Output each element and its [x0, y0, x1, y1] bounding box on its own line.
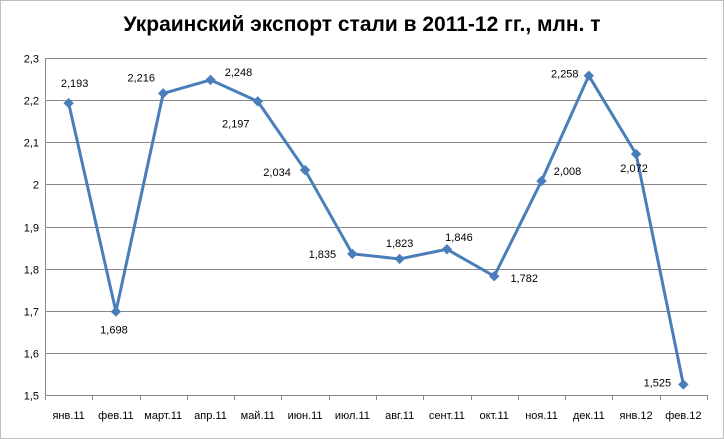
data-label: 1,698 — [100, 325, 128, 337]
data-label: 1,525 — [644, 377, 672, 389]
y-tick-label: 2,3 — [24, 54, 39, 66]
y-tick-label: 2,1 — [24, 138, 39, 150]
y-tick-label: 1,9 — [24, 223, 39, 235]
x-tick-label: дек.11 — [573, 410, 605, 422]
data-point — [394, 253, 405, 265]
data-point — [583, 70, 594, 81]
x-tick-label: янв.12 — [619, 410, 652, 422]
data-point — [630, 148, 642, 160]
x-tick-label: янв.11 — [52, 410, 84, 422]
x-tick-label: июл.11 — [335, 410, 370, 422]
y-tick-label: 1,6 — [24, 349, 39, 361]
data-label: 1,823 — [386, 238, 414, 250]
series-line — [67, 74, 685, 385]
data-label: 1,835 — [309, 249, 337, 261]
data-label: 2,008 — [554, 166, 582, 178]
x-tick-label: фев.11 — [98, 410, 134, 422]
data-label: 2,072 — [620, 163, 648, 175]
y-tick-label: 1,8 — [24, 265, 39, 277]
data-point — [441, 244, 453, 255]
data-point — [110, 306, 122, 317]
y-tick-label: 2 — [33, 180, 39, 192]
data-point — [63, 97, 74, 109]
x-tick-label: ноя.11 — [525, 410, 558, 422]
data-label: 1,782 — [510, 273, 538, 285]
data-label: 2,197 — [222, 118, 250, 130]
data-label: 2,258 — [551, 69, 579, 81]
x-tick-label: авг.11 — [385, 410, 414, 422]
y-tick-label: 2,2 — [24, 96, 39, 108]
x-tick-label: сент.11 — [429, 410, 465, 422]
y-tick-label: 1,5 — [24, 391, 39, 403]
data-point — [536, 175, 547, 187]
data-point — [158, 88, 169, 99]
data-point — [347, 248, 358, 260]
chart-title: Украинский экспорт стали в 2011-12 гг., … — [123, 13, 601, 36]
x-tick-label: июн.11 — [288, 410, 323, 422]
x-tick-label: окт.11 — [480, 410, 509, 422]
x-tick-label: апр.11 — [194, 410, 227, 422]
x-tick-label: май.11 — [241, 410, 275, 422]
y-tick-label: 1,7 — [24, 307, 39, 319]
data-point — [205, 74, 216, 86]
data-label: 2,248 — [225, 67, 253, 79]
x-tick-label: фев.12 — [665, 410, 701, 422]
data-label: 2,216 — [127, 72, 155, 84]
data-point — [252, 96, 263, 107]
data-label: 1,846 — [445, 232, 473, 244]
data-point — [299, 164, 311, 176]
data-point — [489, 271, 500, 282]
data-label: 2,193 — [61, 78, 89, 90]
data-point — [678, 379, 689, 390]
x-tick-label: март.11 — [144, 410, 182, 422]
data-label: 2,034 — [263, 167, 291, 179]
